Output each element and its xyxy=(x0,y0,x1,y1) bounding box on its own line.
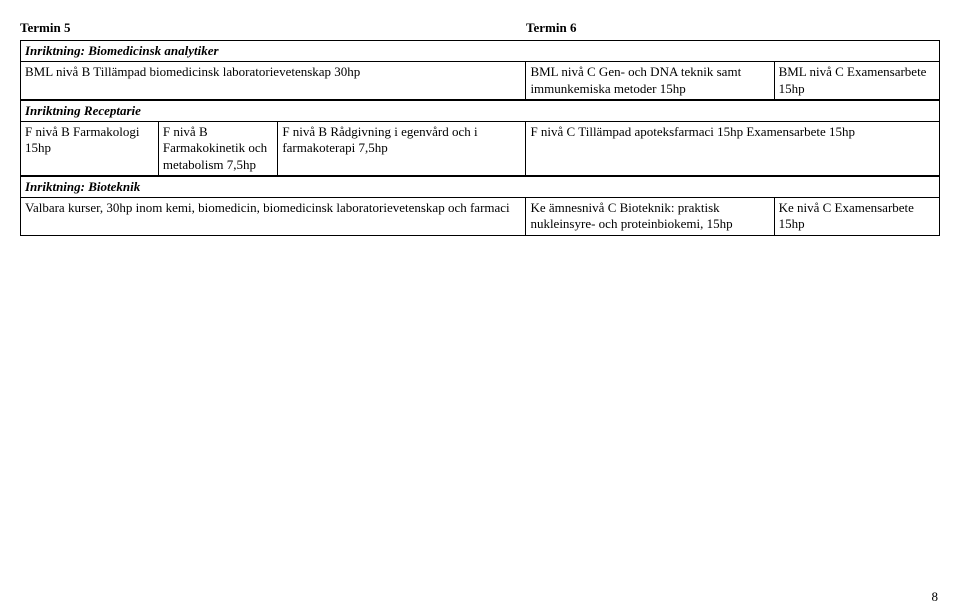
receptarie-col2: F nivå B Farmakokinetik och metabolism 7… xyxy=(158,122,277,176)
receptarie-col3: F nivå B Rådgivning i egenvård och i far… xyxy=(278,122,526,176)
analytiker-col1: BML nivå B Tillämpad biomedicinsk labora… xyxy=(21,62,526,100)
bioteknik-col1: Valbara kurser, 30hp inom kemi, biomedic… xyxy=(21,198,526,236)
receptarie-col1: F nivå B Farmakologi 15hp xyxy=(21,122,159,176)
term-6-label: Termin 6 xyxy=(526,20,940,36)
term-header-row: Termin 5 Termin 6 xyxy=(20,20,940,36)
page-number: 8 xyxy=(932,589,939,605)
section-analytiker-table: Inriktning: Biomedicinsk analytiker BML … xyxy=(20,40,940,100)
section-bioteknik-table: Inriktning: Bioteknik Valbara kurser, 30… xyxy=(20,176,940,236)
receptarie-col4: F nivå C Tillämpad apoteksfarmaci 15hp E… xyxy=(526,122,940,176)
analytiker-col4: BML nivå C Gen- och DNA teknik samt immu… xyxy=(526,62,774,100)
bioteknik-col4: Ke ämnesnivå C Bioteknik: praktisk nukle… xyxy=(526,198,774,236)
analytiker-col5: BML nivå C Examensarbete 15hp xyxy=(774,62,939,100)
section-analytiker-header: Inriktning: Biomedicinsk analytiker xyxy=(21,41,940,62)
section-bioteknik-header: Inriktning: Bioteknik xyxy=(21,176,940,197)
section-receptarie-header: Inriktning Receptarie xyxy=(21,100,940,121)
section-receptarie-table: Inriktning Receptarie F nivå B Farmakolo… xyxy=(20,100,940,176)
bioteknik-col5: Ke nivå C Examensarbete 15hp xyxy=(774,198,939,236)
term-5-label: Termin 5 xyxy=(20,20,526,36)
